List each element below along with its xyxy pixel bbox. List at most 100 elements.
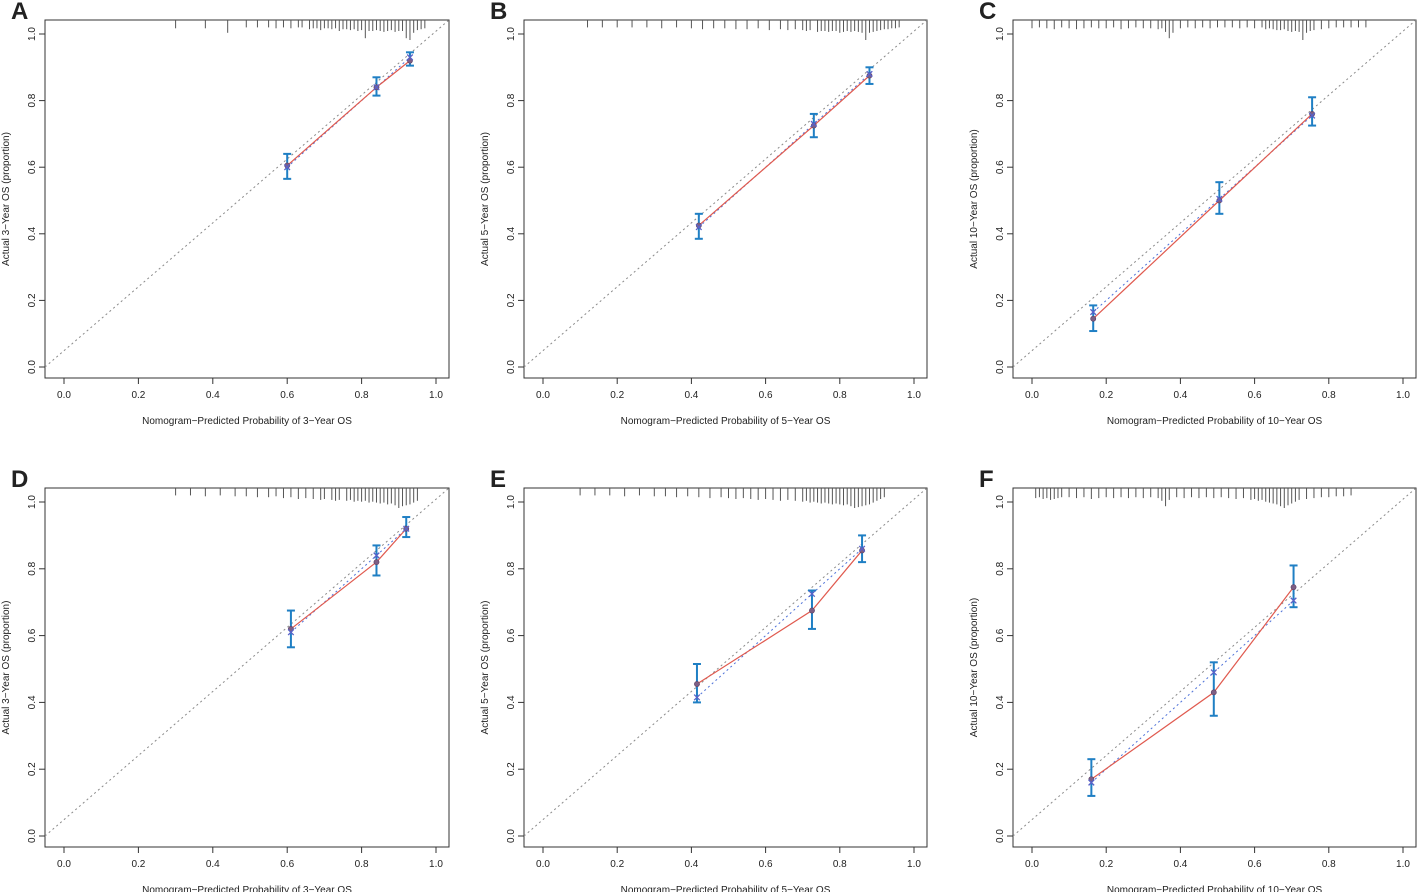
x-tick-label: 0.4 <box>1173 859 1187 870</box>
x-tick-label: 1.0 <box>1396 390 1410 401</box>
y-tick-label: 0.2 <box>995 762 1006 776</box>
predicted-marker <box>808 590 816 598</box>
panel-letter-a: A <box>11 0 28 25</box>
calibration-panel-f: F 0.0 0.2 0.4 0.6 0.8 1.0 0.0 0.2 0.4 0.6 0.8 1.0 Nom… <box>969 466 1417 892</box>
x-tick-label: 0.2 <box>131 390 145 401</box>
plot-frame <box>523 19 928 379</box>
observed-calibration-line <box>698 75 870 226</box>
x-tick-label: 0.0 <box>57 859 71 870</box>
predicted-marker <box>866 70 873 78</box>
predicted-marker <box>858 545 866 553</box>
y-tick-label: 0.4 <box>27 226 38 240</box>
x-tick-label: 1.0 <box>1396 859 1410 870</box>
x-axis-label: Nomogram−Predicted Probability of 3−Year… <box>142 416 352 427</box>
x-tick-label: 0.0 <box>1025 859 1039 870</box>
apparent-calibration-line <box>698 73 870 228</box>
panel-letter-c: C <box>979 0 996 25</box>
y-tick-label: 0.4 <box>27 695 38 709</box>
x-tick-label: 0.6 <box>280 859 294 870</box>
observed-point <box>866 72 873 79</box>
observed-calibration-line <box>290 528 407 630</box>
y-tick-label: 0.4 <box>995 695 1006 709</box>
x-tick-label: 0.8 <box>355 390 369 401</box>
x-tick-label: 0.6 <box>759 390 773 401</box>
x-tick-label: 0.8 <box>1322 859 1336 870</box>
x-tick-label: 0.6 <box>759 859 773 870</box>
predicted-marker <box>1089 308 1097 316</box>
observed-point <box>809 607 815 614</box>
observed-point <box>284 162 291 169</box>
observed-calibration-line <box>286 60 411 166</box>
y-tick-label: 0.4 <box>995 226 1006 240</box>
x-axis-label: Nomogram−Predicted Probability of 10−Yea… <box>1107 885 1323 892</box>
plot-frame <box>44 487 450 848</box>
observed-point <box>694 681 700 687</box>
y-tick-label: 0.6 <box>27 160 38 174</box>
panel-letter-b: B <box>490 0 507 25</box>
apparent-calibration-line <box>696 548 863 698</box>
x-tick-label: 0.0 <box>57 390 71 401</box>
y-tick-label: 0.0 <box>506 360 517 374</box>
apparent-calibration-line <box>290 528 407 633</box>
y-tick-label: 0.2 <box>506 293 517 307</box>
calibration-panel-b: B 0.0 0.2 0.4 0.6 0.8 1.0 0.0 0.2 0.4 0.6 0.8 1.0 Nom… <box>480 0 928 427</box>
calibration-panel-c: C 0.0 0.2 0.4 0.6 0.8 1.0 0.0 0.2 0.4 0.6 0.8 1.0 Nom… <box>969 0 1417 427</box>
y-tick-label: 0.0 <box>995 360 1006 374</box>
predicted-marker <box>810 120 818 128</box>
x-tick-label: 1.0 <box>907 859 921 870</box>
y-tick-label: 0.0 <box>27 829 38 843</box>
predicted-marker <box>373 552 380 559</box>
ideal-calibration-line <box>44 19 450 368</box>
x-tick-label: 0.4 <box>206 390 220 401</box>
ideal-calibration-line <box>523 19 928 368</box>
x-tick-label: 0.2 <box>1099 390 1113 401</box>
predicted-marker <box>373 84 380 91</box>
plot-frame <box>1012 487 1417 848</box>
observed-point <box>1210 689 1217 696</box>
calibration-panel-d: D 0.0 0.2 0.4 0.6 0.8 1.0 0.0 0.2 0.4 0.6 0.8 1.0 Nom… <box>1 466 450 892</box>
y-tick-label: 0.6 <box>506 160 517 174</box>
observed-point <box>1090 315 1097 322</box>
x-tick-label: 0.0 <box>536 390 550 401</box>
x-tick-label: 0.2 <box>610 859 624 870</box>
y-axis-label: Actual 3−Year OS (proportion) <box>1 132 12 266</box>
predicted-marker <box>1088 779 1095 786</box>
predicted-marker <box>402 525 410 532</box>
x-tick-label: 0.0 <box>536 859 550 870</box>
y-tick-label: 0.6 <box>995 160 1006 174</box>
predicted-marker <box>1308 112 1316 119</box>
x-tick-label: 0.8 <box>355 859 369 870</box>
predicted-marker <box>693 694 701 701</box>
y-tick-label: 1.0 <box>995 495 1006 509</box>
y-tick-label: 1.0 <box>506 495 517 509</box>
y-tick-label: 0.2 <box>27 293 38 307</box>
x-tick-label: 0.8 <box>1322 390 1336 401</box>
y-tick-label: 0.8 <box>995 561 1006 575</box>
y-tick-label: 1.0 <box>27 27 38 41</box>
x-tick-label: 0.0 <box>1025 390 1039 401</box>
y-tick-label: 0.0 <box>506 829 517 843</box>
predicted-marker <box>283 163 291 171</box>
y-tick-label: 1.0 <box>27 495 38 509</box>
observed-calibration-line <box>696 550 863 685</box>
x-tick-label: 0.6 <box>280 390 294 401</box>
x-tick-label: 0.2 <box>1099 859 1113 870</box>
observed-point <box>695 222 702 229</box>
x-tick-label: 0.2 <box>610 390 624 401</box>
y-axis-label: Actual 5−Year OS (proportion) <box>480 601 491 735</box>
observed-point <box>1309 111 1316 117</box>
y-tick-label: 0.2 <box>506 762 517 776</box>
observed-point <box>1216 197 1223 204</box>
y-tick-label: 1.0 <box>506 27 517 41</box>
observed-point <box>1290 584 1297 591</box>
y-tick-label: 0.8 <box>506 93 517 107</box>
predicted-marker <box>1290 597 1297 604</box>
y-axis-label: Actual 3−Year OS (proportion) <box>1 601 12 735</box>
y-tick-label: 1.0 <box>995 27 1006 41</box>
predicted-marker <box>287 629 295 636</box>
x-axis-label: Nomogram−Predicted Probability of 5−Year… <box>621 416 831 427</box>
y-tick-label: 0.0 <box>995 829 1006 843</box>
x-tick-label: 0.6 <box>1248 859 1262 870</box>
plot-frame <box>1012 19 1417 379</box>
